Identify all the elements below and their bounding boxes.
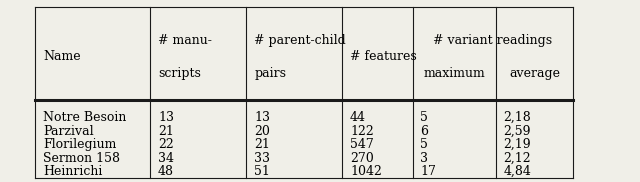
Text: # parent-child: # parent-child: [254, 33, 346, 47]
Text: 48: 48: [158, 165, 174, 178]
Text: Notre Besoin: Notre Besoin: [43, 111, 126, 124]
Text: 2,59: 2,59: [504, 125, 531, 138]
Text: 22: 22: [158, 138, 174, 151]
Text: 2,18: 2,18: [504, 111, 531, 124]
Text: 3: 3: [420, 152, 429, 165]
Text: 21: 21: [158, 125, 174, 138]
Text: 13: 13: [158, 111, 174, 124]
Text: maximum: maximum: [424, 67, 485, 80]
Text: 5: 5: [420, 138, 428, 151]
Text: 2,19: 2,19: [504, 138, 531, 151]
Text: Sermon 158: Sermon 158: [43, 152, 120, 165]
Text: # variant readings: # variant readings: [433, 33, 552, 47]
Text: 17: 17: [420, 165, 436, 178]
Text: 6: 6: [420, 125, 429, 138]
Text: 270: 270: [350, 152, 374, 165]
Text: 122: 122: [350, 125, 374, 138]
Text: 33: 33: [254, 152, 270, 165]
Text: 21: 21: [254, 138, 270, 151]
Text: # manu-: # manu-: [158, 33, 212, 47]
Text: 4,84: 4,84: [504, 165, 532, 178]
Text: 13: 13: [254, 111, 270, 124]
Text: Florilegium: Florilegium: [43, 138, 116, 151]
Text: pairs: pairs: [254, 67, 286, 80]
Text: average: average: [509, 67, 560, 80]
Text: Name: Name: [43, 50, 81, 63]
Text: 51: 51: [254, 165, 270, 178]
Text: 44: 44: [350, 111, 366, 124]
Text: Heinrichi: Heinrichi: [43, 165, 102, 178]
Text: 20: 20: [254, 125, 270, 138]
Text: scripts: scripts: [158, 67, 201, 80]
Text: Parzival: Parzival: [43, 125, 93, 138]
Text: 1042: 1042: [350, 165, 382, 178]
Text: 2,12: 2,12: [504, 152, 531, 165]
Text: 34: 34: [158, 152, 174, 165]
Text: 547: 547: [350, 138, 374, 151]
Text: # features: # features: [350, 50, 417, 63]
Text: 5: 5: [420, 111, 428, 124]
